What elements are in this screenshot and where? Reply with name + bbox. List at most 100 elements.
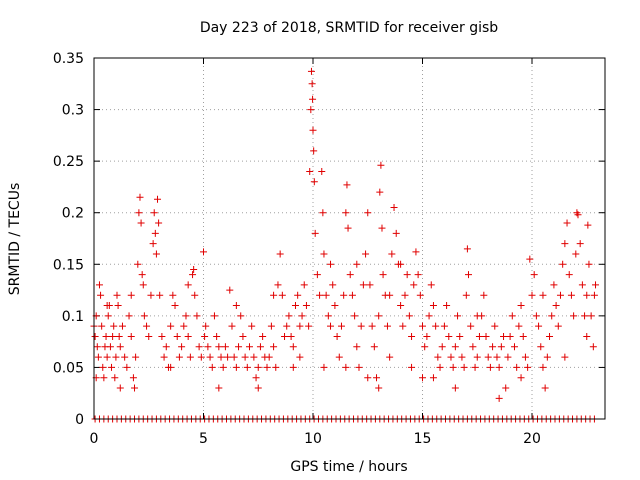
data-point <box>329 281 337 289</box>
data-point <box>587 312 595 320</box>
data-point <box>434 353 442 361</box>
data-point <box>310 147 318 155</box>
data-point <box>287 332 295 340</box>
data-point <box>111 374 119 382</box>
data-point <box>313 271 321 279</box>
data-point <box>392 229 400 237</box>
data-point <box>171 302 179 310</box>
grid <box>94 58 605 419</box>
data-point <box>310 178 318 186</box>
data-point <box>438 343 446 351</box>
data-point <box>584 221 592 229</box>
data-point <box>454 312 462 320</box>
x-axis-label: GPS time / hours <box>290 459 407 475</box>
data-point <box>318 167 326 175</box>
data-point <box>302 302 310 310</box>
data-point <box>561 353 569 361</box>
data-point <box>590 291 598 299</box>
data-point <box>184 332 192 340</box>
data-points <box>90 67 600 423</box>
data-point <box>139 281 147 289</box>
data-point <box>565 271 573 279</box>
data-point <box>118 322 126 330</box>
data-point <box>528 291 536 299</box>
data-point <box>283 322 291 330</box>
data-point <box>322 291 330 299</box>
data-point <box>397 260 405 268</box>
data-point <box>112 353 120 361</box>
data-point <box>375 384 383 392</box>
data-point <box>99 363 107 371</box>
data-point <box>113 291 121 299</box>
data-point <box>550 281 558 289</box>
x-tick-label: 20 <box>523 431 541 447</box>
data-point <box>254 384 262 392</box>
data-point <box>419 322 427 330</box>
data-point <box>127 332 135 340</box>
data-point <box>109 332 117 340</box>
data-point <box>226 286 234 294</box>
data-point <box>377 161 385 169</box>
data-point <box>197 353 205 361</box>
data-point <box>357 322 365 330</box>
data-point <box>405 312 413 320</box>
data-point <box>228 322 236 330</box>
data-point <box>316 291 324 299</box>
data-point <box>320 250 328 258</box>
data-point <box>152 250 160 258</box>
data-point <box>414 271 422 279</box>
y-tick-label: 0.05 <box>53 360 84 376</box>
data-point <box>473 312 481 320</box>
data-point <box>191 291 199 299</box>
data-point <box>342 363 350 371</box>
data-point <box>556 291 564 299</box>
data-point <box>213 332 221 340</box>
data-point <box>541 384 549 392</box>
data-point <box>309 95 317 103</box>
data-point <box>530 271 538 279</box>
data-point <box>230 353 238 361</box>
data-point <box>376 188 384 196</box>
data-point <box>256 343 264 351</box>
data-point <box>502 384 510 392</box>
data-point <box>436 363 444 371</box>
x-tick-label: 5 <box>199 431 208 447</box>
data-point <box>327 322 335 330</box>
data-point <box>574 211 582 219</box>
data-point <box>156 291 164 299</box>
y-tick-label: 0.1 <box>62 309 84 325</box>
data-point <box>294 291 302 299</box>
data-point <box>504 353 512 361</box>
data-point <box>508 312 516 320</box>
data-point <box>136 193 144 201</box>
data-point <box>129 374 137 382</box>
data-point <box>149 240 157 248</box>
data-point <box>276 250 284 258</box>
data-point <box>464 271 472 279</box>
data-point <box>104 312 112 320</box>
data-point <box>370 343 378 351</box>
data-point <box>386 291 394 299</box>
data-point <box>167 322 175 330</box>
data-point <box>429 374 437 382</box>
data-point <box>362 250 370 258</box>
data-point <box>324 312 332 320</box>
data-point <box>289 363 297 371</box>
data-point <box>570 312 578 320</box>
data-point <box>195 343 203 351</box>
data-point <box>337 322 345 330</box>
data-point <box>180 322 188 330</box>
data-point <box>305 322 313 330</box>
data-point <box>138 271 146 279</box>
data-point <box>484 353 492 361</box>
data-point <box>366 281 374 289</box>
data-point <box>506 332 514 340</box>
data-point <box>346 271 354 279</box>
data-point <box>319 209 327 217</box>
data-point <box>154 195 162 203</box>
data-point <box>469 343 477 351</box>
data-point <box>583 291 591 299</box>
data-point <box>134 260 142 268</box>
data-point <box>327 260 335 268</box>
